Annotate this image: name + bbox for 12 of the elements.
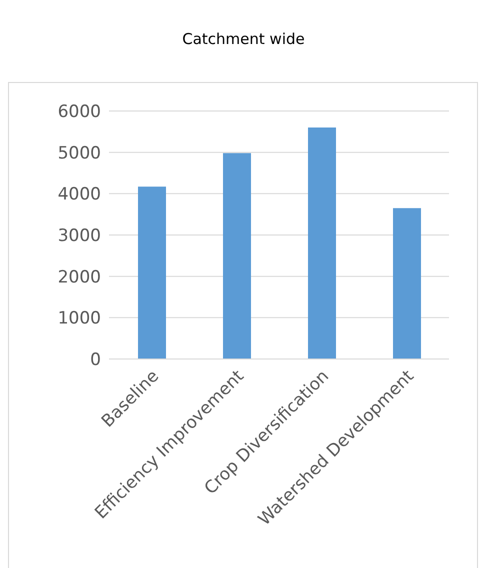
chart-title: Catchment wide [181,30,306,50]
bar [223,153,251,359]
y-tick-label: 6000 [58,102,101,122]
y-tick-label: 2000 [58,267,101,288]
y-tick-label: 0 [90,350,101,370]
y-tick-label: 3000 [58,226,101,246]
y-tick-label: 5000 [58,143,101,164]
y-tick-label: 4000 [58,184,101,205]
bar [393,208,421,359]
bar [308,128,336,359]
y-tick-label: 1000 [58,308,101,329]
bar [138,186,166,359]
